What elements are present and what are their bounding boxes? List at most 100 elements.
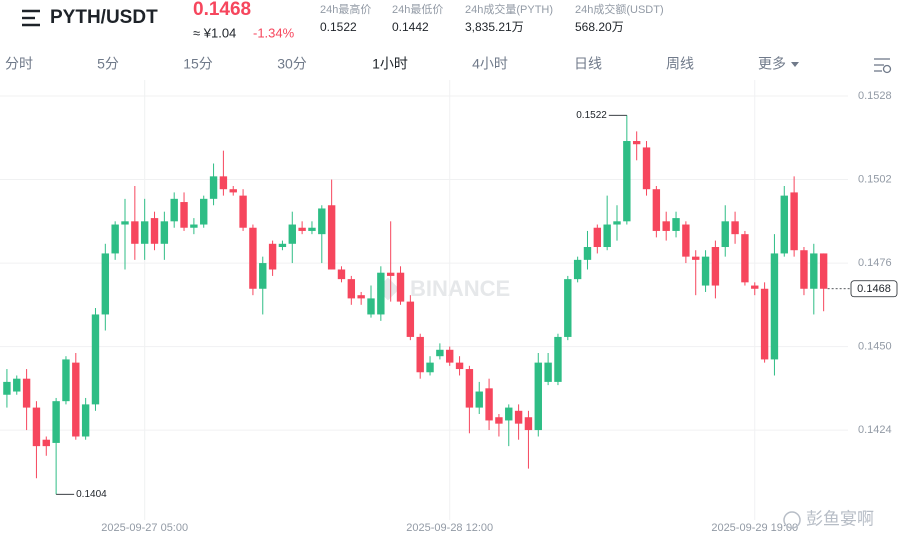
y-tick-label: 0.1476 xyxy=(858,257,892,269)
candle-body xyxy=(632,141,641,145)
last-price-label: 0.1468 xyxy=(857,283,891,295)
candle-body xyxy=(416,336,424,373)
candle-body xyxy=(623,141,631,222)
candle-body xyxy=(583,247,592,260)
tab[interactable]: 4小时 xyxy=(472,56,508,72)
candle-body xyxy=(701,256,710,286)
dropdown-arrow[interactable] xyxy=(791,62,799,67)
menu-icon[interactable] xyxy=(22,9,40,27)
candle-body xyxy=(219,176,228,190)
candle-body xyxy=(573,259,582,280)
tab[interactable]: 日线 xyxy=(574,56,602,72)
source-mark: 彭鱼宴啊 xyxy=(806,509,874,528)
candle-body xyxy=(692,256,700,260)
y-tick-label: 0.1528 xyxy=(858,90,892,102)
stat-label: 24h成交量(PYTH) xyxy=(465,2,553,16)
y-tick-label: 0.1424 xyxy=(858,424,892,436)
stat-value: 568.20万 xyxy=(575,20,624,34)
low-marker-label: 0.1404 xyxy=(76,489,107,500)
candle-body xyxy=(446,349,454,363)
candle-body xyxy=(131,221,139,244)
tab[interactable]: 5分 xyxy=(97,56,119,72)
candle-body xyxy=(111,224,119,254)
candle-body xyxy=(721,221,729,248)
candle-body xyxy=(396,272,405,302)
candle-body xyxy=(259,263,267,289)
candle-body xyxy=(160,221,169,244)
candle-body xyxy=(3,381,11,395)
candle-body xyxy=(377,272,385,315)
candle-body xyxy=(308,227,316,231)
candle-body xyxy=(239,195,247,228)
candle-body xyxy=(475,391,483,408)
candle-body xyxy=(810,253,818,289)
candle-body xyxy=(652,189,661,231)
candle-body xyxy=(190,224,198,228)
candle-body xyxy=(357,295,365,299)
x-tick-label: 2025-09-27 05:00 xyxy=(101,522,188,534)
tab[interactable]: 周线 xyxy=(666,56,694,72)
candle-body xyxy=(298,227,306,231)
candle-body xyxy=(121,221,129,225)
stat-value: 0.1522 xyxy=(320,20,357,34)
candle-body xyxy=(170,198,178,222)
candle-body xyxy=(613,221,621,225)
candle-body xyxy=(327,205,336,270)
candle-body xyxy=(13,378,21,392)
tab[interactable]: 1小时 xyxy=(372,56,408,72)
stat-label: 24h最高价 xyxy=(320,2,371,16)
candle-body xyxy=(347,279,356,299)
y-tick-label: 0.1450 xyxy=(858,340,892,352)
tab[interactable]: 更多 xyxy=(758,56,786,72)
candle-body xyxy=(229,189,237,193)
candle-body xyxy=(593,227,602,248)
settings-icon[interactable] xyxy=(874,58,892,74)
candle-body xyxy=(22,378,31,408)
candle-body xyxy=(731,221,739,235)
tab[interactable]: 分时 xyxy=(5,56,33,72)
candle-body xyxy=(554,336,562,382)
last-price-box xyxy=(850,280,898,298)
candle-body xyxy=(436,349,444,357)
pair[interactable]: PYTH/USDT xyxy=(50,7,158,28)
candle-body xyxy=(760,288,769,360)
candle-body xyxy=(534,362,542,431)
candle-body xyxy=(367,298,375,315)
candle-body xyxy=(249,227,257,289)
candle-body xyxy=(209,176,218,199)
candle-body xyxy=(564,279,572,337)
candle-body xyxy=(544,362,552,382)
candle-body xyxy=(485,388,493,421)
tab[interactable]: 15分 xyxy=(183,56,213,72)
candle-body xyxy=(150,218,159,244)
candle-body xyxy=(406,301,415,337)
stat-value: 3,835.21万 xyxy=(465,20,524,34)
candle-body xyxy=(337,269,346,280)
candle-body xyxy=(72,362,80,437)
candle-body xyxy=(318,208,326,235)
chart: BINANCE 0.1528 0.1502 0.1476 0.1450 0.1424 202… xyxy=(0,80,898,534)
y-tick-label: 0.1502 xyxy=(858,173,892,185)
interval-tabs: 分时 5分 15分 30分 1小时 4小时 日线 周线 更多 xyxy=(5,56,799,72)
source-icon xyxy=(783,511,801,529)
candle-body xyxy=(288,224,296,244)
candle-body xyxy=(386,272,395,276)
tab[interactable]: 30分 xyxy=(277,56,307,72)
candle-body xyxy=(741,234,749,283)
candle-body xyxy=(514,410,523,424)
candle-body xyxy=(662,221,670,231)
candle-body xyxy=(200,198,208,225)
candle-body xyxy=(62,359,70,402)
candle-body xyxy=(672,218,680,231)
candle-body xyxy=(800,250,808,289)
candle-body xyxy=(426,362,434,373)
candle-body xyxy=(642,147,651,190)
candle-body xyxy=(682,224,690,257)
candle-body xyxy=(465,369,474,408)
candle-body xyxy=(711,247,720,286)
candle-body xyxy=(268,243,277,270)
candle-body xyxy=(495,417,503,424)
candle-body xyxy=(819,253,828,289)
candle-body xyxy=(140,221,149,244)
